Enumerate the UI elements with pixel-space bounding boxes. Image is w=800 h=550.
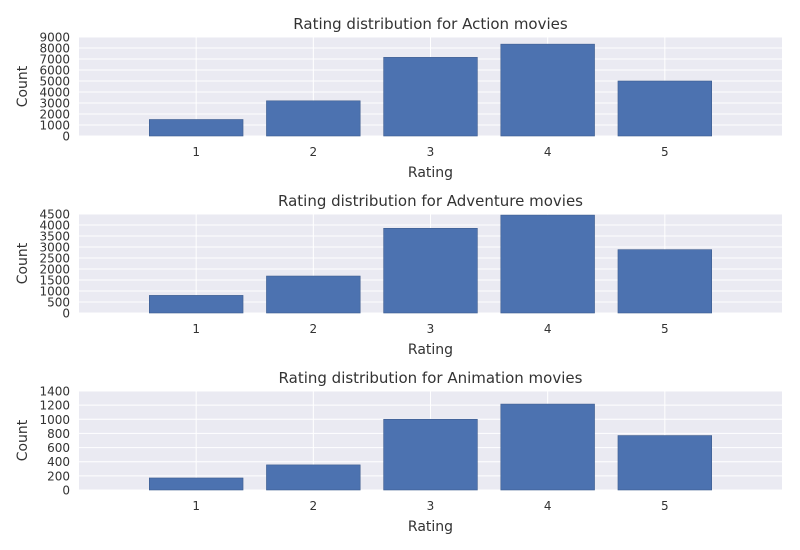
x-tick-label: 4	[544, 145, 552, 159]
y-axis-label: Count	[15, 65, 31, 107]
bar-rating-5	[617, 249, 713, 314]
chart-title: Rating distribution for Action movies	[293, 15, 568, 33]
y-tick-label: 400	[47, 455, 70, 469]
x-axis-label: Rating	[408, 342, 453, 358]
x-axis-label: Rating	[408, 519, 453, 535]
x-tick-label: 2	[310, 322, 318, 336]
subplot-1: Rating distribution for Action movies 010…	[15, 15, 782, 181]
y-tick-label: 1000	[39, 285, 70, 299]
bar-rating-5	[617, 435, 713, 491]
x-tick-label: 5	[661, 499, 669, 513]
y-tick-label: 3500	[39, 230, 70, 244]
x-tick-label: 4	[544, 322, 552, 336]
y-tick-label: 9000	[39, 31, 70, 45]
y-tick-label: 0	[62, 484, 70, 498]
y-tick-label: 1400	[39, 385, 70, 399]
bar-rating-4	[500, 43, 595, 137]
y-tick-label: 600	[47, 441, 70, 455]
bar-rating-2	[266, 464, 361, 491]
bar-rating-2	[266, 100, 361, 137]
x-tick-label: 3	[427, 322, 435, 336]
y-tick-label: 3000	[39, 97, 70, 111]
bar-rating-3	[383, 228, 478, 314]
x-tick-label: 1	[192, 499, 200, 513]
y-tick-label: 2000	[39, 108, 70, 122]
x-tick-label: 4	[544, 499, 552, 513]
y-tick-label: 800	[47, 427, 70, 441]
bar-rating-2	[266, 275, 361, 314]
bar-rating-1	[149, 295, 244, 314]
bar-rating-3	[383, 418, 478, 491]
y-tick-label: 4000	[39, 219, 70, 233]
y-tick-label: 0	[62, 307, 70, 321]
x-axis-label: Rating	[408, 165, 453, 181]
y-tick-label: 4500	[39, 208, 70, 222]
bar-rating-3	[383, 57, 478, 137]
y-tick-label: 1200	[39, 399, 70, 413]
x-tick-label: 1	[192, 322, 200, 336]
y-axis-label: Count	[15, 242, 31, 284]
x-tick-label: 3	[427, 499, 435, 513]
x-tick-label: 5	[661, 145, 669, 159]
y-tick-label: 0	[62, 130, 70, 144]
subplot-3: Rating distribution for Animation movies…	[15, 369, 782, 535]
x-tick-label: 2	[310, 499, 318, 513]
y-tick-label: 6000	[39, 64, 70, 78]
bar-rating-4	[500, 214, 595, 314]
x-tick-label: 1	[192, 145, 200, 159]
x-tick-label: 2	[310, 145, 318, 159]
bar-rating-5	[617, 80, 713, 137]
bar-rating-4	[500, 403, 595, 491]
y-tick-label: 8000	[39, 42, 70, 56]
y-tick-label: 1000	[39, 413, 70, 427]
x-tick-label: 3	[427, 145, 435, 159]
y-tick-label: 7000	[39, 53, 70, 67]
y-tick-label: 3000	[39, 241, 70, 255]
y-tick-label: 200	[47, 469, 70, 483]
x-tick-label: 5	[661, 322, 669, 336]
y-axis-label: Count	[15, 419, 31, 461]
y-tick-label: 1500	[39, 274, 70, 288]
y-tick-label: 4000	[39, 86, 70, 100]
y-tick-label: 2500	[39, 252, 70, 266]
subplot-2: Rating distribution for Adventure movies…	[15, 192, 782, 358]
bar-rating-1	[149, 477, 244, 491]
chart-title: Rating distribution for Animation movies	[279, 369, 583, 387]
y-tick-label: 500	[47, 296, 70, 310]
y-tick-label: 5000	[39, 75, 70, 89]
y-tick-label: 1000	[39, 119, 70, 133]
y-tick-label: 2000	[39, 263, 70, 277]
chart-title: Rating distribution for Adventure movies	[278, 192, 583, 210]
bar-rating-1	[149, 119, 244, 137]
